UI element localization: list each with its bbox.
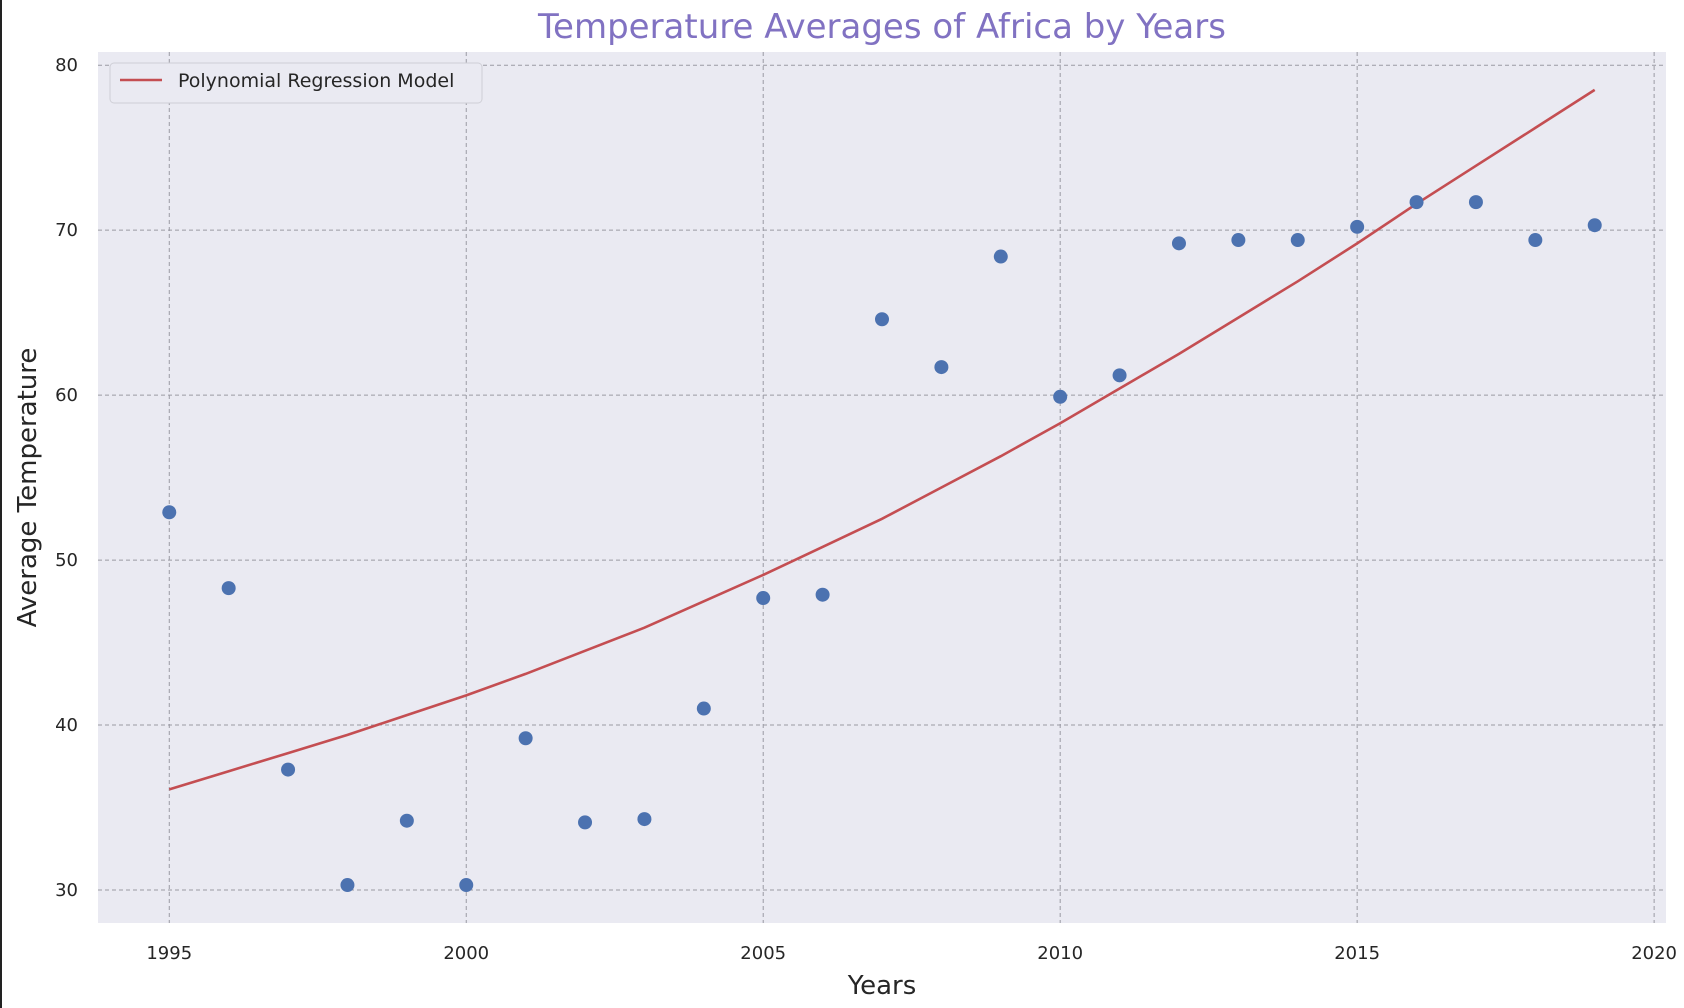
x-tick-label: 2020 xyxy=(1631,943,1677,964)
y-tick-label: 30 xyxy=(55,880,78,901)
data-point xyxy=(1350,219,1365,234)
regression-line-group xyxy=(168,88,1596,791)
data-point xyxy=(578,815,593,830)
data-point xyxy=(459,878,474,893)
x-tick-label: 2015 xyxy=(1334,943,1380,964)
data-point xyxy=(875,312,889,327)
y-tick-label: 40 xyxy=(55,715,78,736)
data-point xyxy=(1171,236,1186,251)
data-point xyxy=(518,731,533,746)
y-tick-label: 70 xyxy=(55,220,78,241)
chart-title: Temperature Averages of Africa by Years xyxy=(537,7,1226,47)
data-point xyxy=(1409,195,1424,210)
data-point xyxy=(993,249,1008,264)
data-point xyxy=(1468,195,1483,210)
data-point xyxy=(1587,218,1602,233)
data-point xyxy=(340,878,355,893)
window-edge xyxy=(0,0,2,1008)
data-point xyxy=(281,762,296,777)
legend-box xyxy=(109,62,483,104)
regression-line xyxy=(168,88,1596,791)
y-tick-label: 60 xyxy=(55,385,78,406)
data-point xyxy=(1231,233,1246,248)
x-tick-label: 2010 xyxy=(1037,943,1083,964)
y-tick-label: 50 xyxy=(55,550,78,571)
legend-label: Polynomial Regression Model xyxy=(178,70,454,92)
x-tick-label: 2005 xyxy=(740,943,786,964)
data-point xyxy=(1528,233,1543,248)
data-point xyxy=(1112,368,1127,383)
data-point xyxy=(1290,233,1305,248)
data-point xyxy=(756,591,771,606)
x-axis-label: Years xyxy=(847,971,917,1001)
data-points xyxy=(162,195,1602,893)
y-tick-labels: 30 40 50 60 70 80 xyxy=(55,55,78,901)
y-axis-label: Average Temperature xyxy=(13,348,43,628)
data-point xyxy=(162,505,177,520)
x-tick-label: 2000 xyxy=(443,943,489,964)
x-tick-labels: 1995 2000 2005 2010 2015 2020 xyxy=(146,943,1677,964)
data-point xyxy=(696,701,711,716)
data-point xyxy=(1053,389,1068,404)
data-point xyxy=(637,812,652,827)
y-tick-label: 80 xyxy=(55,55,78,76)
data-point xyxy=(221,581,236,596)
data-point xyxy=(399,813,414,828)
grid-lines xyxy=(98,52,1666,923)
data-point xyxy=(815,587,830,602)
x-tick-label: 1995 xyxy=(146,943,192,964)
data-point xyxy=(934,360,949,375)
legend: Polynomial Regression Model xyxy=(109,62,483,104)
plot-area xyxy=(98,52,1666,923)
